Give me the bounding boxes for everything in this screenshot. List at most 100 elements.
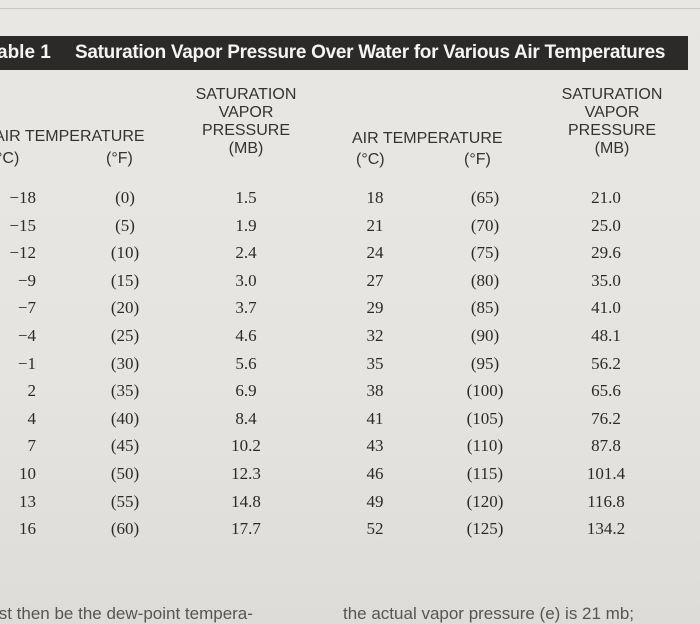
table-cell-f: (30) xyxy=(110,353,140,373)
table-cell-mb: 10.2 xyxy=(231,436,261,456)
table-cell-f: (25) xyxy=(110,326,140,345)
table-cell-mb: 101.4 xyxy=(586,464,626,483)
header-f-left: (°F) xyxy=(106,150,133,167)
table-cell-mb: 56.2 xyxy=(591,353,621,373)
table-cell-f: (90) xyxy=(470,326,500,345)
header-f-right: (°F) xyxy=(464,151,491,168)
table-cell-f: (0) xyxy=(115,188,135,207)
page-rule xyxy=(0,8,700,9)
table-cell-c: 21 xyxy=(366,215,384,235)
table-cell-c: 46 xyxy=(366,464,384,483)
table-cell-mb: 134.2 xyxy=(586,519,626,539)
table-title: Saturation Vapor Pressure Over Water for… xyxy=(75,42,666,63)
table-cell-mb: 29.6 xyxy=(591,243,621,263)
table-cell-c: −9 xyxy=(17,270,36,290)
header-line: VAPOR xyxy=(584,104,640,121)
table-cell-f: (100) xyxy=(466,381,504,401)
table-cell-f: (40) xyxy=(110,408,140,428)
table-cell-mb: 76.2 xyxy=(591,408,621,428)
table-cell-c: 52 xyxy=(366,519,384,539)
table-cell-mb: 25.0 xyxy=(591,215,621,235)
table-cell-c: 29 xyxy=(366,298,384,318)
table-cell-f: (15) xyxy=(110,270,140,290)
table-cell-f: (10) xyxy=(110,243,140,263)
table-cell-c: 27 xyxy=(366,270,384,290)
table-cell-c: 32 xyxy=(366,326,384,345)
table-cell-mb: 41.0 xyxy=(591,298,621,318)
table-cell-f: (95) xyxy=(470,353,500,373)
table-cell-c: −1 xyxy=(17,353,36,373)
table-cell-mb: 6.9 xyxy=(235,381,257,401)
table-cell-mb: 17.7 xyxy=(231,519,261,539)
header-line: PRESSURE xyxy=(201,122,291,139)
table-cell-f: (50) xyxy=(110,464,140,483)
header-c-right: (°C) xyxy=(356,151,385,168)
table-cell-c: 10 xyxy=(19,464,36,483)
table-title-bar: able 1 Saturation Vapor Pressure Over Wa… xyxy=(0,36,688,70)
header-line: (MB) xyxy=(228,140,264,157)
table-cell-f: (60) xyxy=(110,519,140,539)
header-c-left: °C) xyxy=(0,150,20,167)
table-cell-mb: 1.9 xyxy=(235,215,257,235)
table-cell-f: (35) xyxy=(110,381,140,401)
header-air-temp-right: AIR TEMPERATURE xyxy=(352,130,503,147)
header-svp-right: SATURATION VAPOR PRESSURE (MB) xyxy=(560,86,664,158)
header-line: PRESSURE xyxy=(567,122,657,139)
table-cell-f: (120) xyxy=(466,491,504,511)
table-cell-mb: 14.8 xyxy=(231,491,261,511)
table-cell-c: −4 xyxy=(17,326,36,345)
table-cell-mb: 48.1 xyxy=(591,326,621,345)
table-cell-f: (75) xyxy=(470,243,500,263)
table-cell-mb: 116.8 xyxy=(587,491,625,511)
header-line: SATURATION xyxy=(195,86,297,103)
table-label: able 1 xyxy=(0,42,51,63)
table-cell-f: (110) xyxy=(466,436,504,456)
table-cell-c: 16 xyxy=(19,519,36,539)
table-cell-f: (5) xyxy=(115,215,135,235)
table-cell-mb: 3.0 xyxy=(235,270,257,290)
body-text-right: the actual vapor pressure (e) is 21 mb; xyxy=(343,604,635,623)
table-cell-f: (85) xyxy=(470,298,500,318)
table-cell-c: 38 xyxy=(366,381,384,401)
table-cell-f: (65) xyxy=(470,188,500,207)
table-cell-f: (55) xyxy=(110,491,140,511)
table-cell-c: −18 xyxy=(9,188,36,207)
table-cell-mb: 12.3 xyxy=(231,464,261,483)
table-cell-c: 49 xyxy=(366,491,384,511)
table-cell-c: −7 xyxy=(17,298,36,318)
table-cell-mb: 21.0 xyxy=(591,188,621,207)
table-cell-f: (70) xyxy=(470,215,500,235)
body-text-left: ıst then be the dew-point tempera- xyxy=(0,604,253,623)
table-cell-c: −15 xyxy=(9,215,36,235)
table-cell-f: (20) xyxy=(110,298,140,318)
table-cell-f: (45) xyxy=(110,436,140,456)
table-cell-mb: 3.7 xyxy=(235,298,257,318)
table-cell-c: 24 xyxy=(366,243,384,263)
header-line: SATURATION xyxy=(561,86,663,103)
table-cell-c: 2 xyxy=(27,381,37,401)
header-line: (MB) xyxy=(594,140,630,157)
table-cell-mb: 2.4 xyxy=(235,243,257,263)
table-cell-c: −12 xyxy=(9,243,36,263)
table-cell-c: 4 xyxy=(27,408,37,428)
table-cell-f: (115) xyxy=(466,464,504,483)
header-air-temp-left: AIR TEMPERATURE xyxy=(0,128,145,145)
table-cell-f: (80) xyxy=(470,270,500,290)
table-cell-f: (105) xyxy=(466,408,504,428)
table-cell-c: 13 xyxy=(19,491,36,511)
table-cell-c: 18 xyxy=(366,188,384,207)
table-cell-f: (125) xyxy=(466,519,504,539)
table-cell-c: 35 xyxy=(366,353,384,373)
table-cell-mb: 35.0 xyxy=(591,270,621,290)
table-cell-mb: 5.6 xyxy=(235,353,257,373)
table-cell-mb: 65.6 xyxy=(591,381,621,401)
table-cell-c: 43 xyxy=(366,436,384,456)
table-cell-c: 7 xyxy=(27,436,37,456)
header-svp-left: SATURATION VAPOR PRESSURE (MB) xyxy=(194,86,298,158)
table-cell-mb: 87.8 xyxy=(591,436,621,456)
table-cell-c: 41 xyxy=(366,408,384,428)
table-cell-mb: 1.5 xyxy=(235,188,257,207)
table-cell-mb: 8.4 xyxy=(235,408,257,428)
header-line: VAPOR xyxy=(218,104,274,121)
table-cell-mb: 4.6 xyxy=(235,326,257,345)
